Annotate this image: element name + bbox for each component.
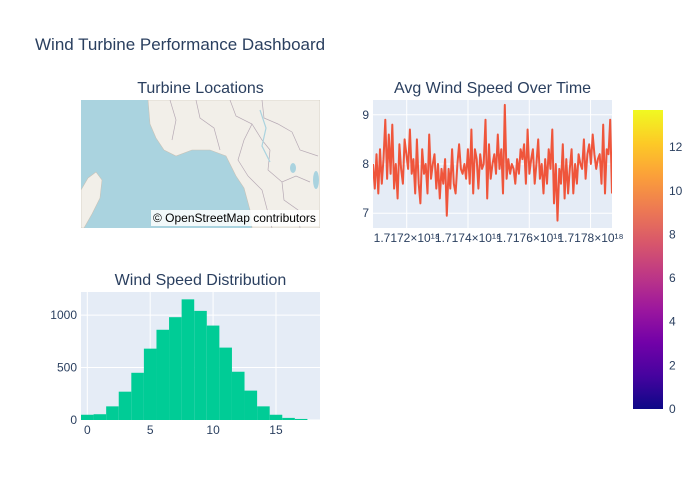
map-river <box>259 109 271 163</box>
hist-bar[interactable] <box>194 310 207 420</box>
histogram-panel[interactable]: Wind Speed Distribution 0 500 1000 0 5 10 15 <box>50 272 320 437</box>
colorbar-tick-label: 12 <box>669 140 683 154</box>
hist-bar[interactable] <box>206 325 220 420</box>
colorbar-gradient <box>633 110 663 409</box>
dashboard-title: Wind Turbine Performance Dashboard <box>35 35 325 54</box>
hist-bar[interactable] <box>294 418 308 420</box>
hist-y-tick-label: 500 <box>57 361 77 375</box>
hist-bar[interactable] <box>143 348 157 420</box>
hist-y-tick-label: 0 <box>70 413 77 427</box>
map-title: Turbine Locations <box>137 80 264 97</box>
hist-bar[interactable] <box>93 414 107 420</box>
line-y-tick-label: 9 <box>362 108 369 122</box>
hist-bar[interactable] <box>257 406 270 420</box>
hist-bar[interactable] <box>269 414 283 420</box>
line-y-tick-label: 8 <box>362 157 369 171</box>
colorbar-tick-label: 4 <box>669 315 676 329</box>
hist-x-tick-label: 15 <box>269 423 283 437</box>
hist-x-tick-label: 10 <box>206 423 220 437</box>
line-x-tick-label: 1.7172×10¹⁸ <box>374 231 440 245</box>
line-x-tick-label: 1.7178×10¹⁸ <box>557 231 623 245</box>
map-attribution[interactable]: © OpenStreetMap contributors <box>153 211 316 225</box>
colorbar-ticks: 0 2 4 6 8 10 12 <box>669 140 683 416</box>
hist-bar[interactable] <box>231 371 245 420</box>
hist-bar[interactable] <box>169 317 182 420</box>
colorbar-tick-label: 0 <box>669 402 676 416</box>
map-land-africa <box>147 100 320 228</box>
hist-x-tick-label: 5 <box>147 423 154 437</box>
hist-x-tick-label: 0 <box>84 423 91 437</box>
hist-bar[interactable] <box>106 406 119 420</box>
map-lake-2 <box>313 171 319 189</box>
hist-bar[interactable] <box>118 391 132 420</box>
hist-bar[interactable] <box>156 329 170 420</box>
hist-title: Wind Speed Distribution <box>115 272 287 289</box>
map-panel[interactable]: Turbine Locations © OpenStreetMap contri… <box>81 80 320 228</box>
colorbar[interactable]: 0 2 4 6 8 10 12 <box>633 110 683 416</box>
map-attribution-box <box>151 210 319 226</box>
colorbar-tick-label: 2 <box>669 358 676 372</box>
hist-bars <box>81 299 308 420</box>
colorbar-tick-label: 6 <box>669 271 676 285</box>
line-x-axis: 1.7172×10¹⁸1.7174×10¹⁸1.7176×10¹⁸1.7178×… <box>374 231 624 245</box>
hist-bar[interactable] <box>181 299 195 420</box>
hist-bar[interactable] <box>282 417 295 420</box>
hist-y-tick-label: 1000 <box>50 308 77 322</box>
line-y-axis: 7 8 9 <box>362 108 369 220</box>
map-lake <box>290 163 296 173</box>
hist-bar[interactable] <box>81 414 94 420</box>
line-series-avg-wind-speed[interactable] <box>373 103 612 222</box>
colorbar-tick-label: 8 <box>669 227 676 241</box>
line-panel[interactable]: Avg Wind Speed Over Time 7 8 9 1.7172×10¹⁸… <box>362 80 623 245</box>
line-title: Avg Wind Speed Over Time <box>394 80 591 97</box>
map-land-south-america <box>81 171 103 228</box>
line-x-tick-label: 1.7176×10¹⁸ <box>496 231 562 245</box>
hist-bar[interactable] <box>219 347 232 420</box>
line-x-tick-label: 1.7174×10¹⁸ <box>435 231 501 245</box>
hist-bar[interactable] <box>244 390 258 420</box>
hist-bar[interactable] <box>131 372 144 420</box>
hist-y-axis: 0 500 1000 <box>50 308 77 427</box>
line-y-tick-label: 7 <box>362 206 369 220</box>
colorbar-tick-label: 10 <box>669 184 683 198</box>
hist-x-axis: 0 5 10 15 <box>84 423 283 437</box>
